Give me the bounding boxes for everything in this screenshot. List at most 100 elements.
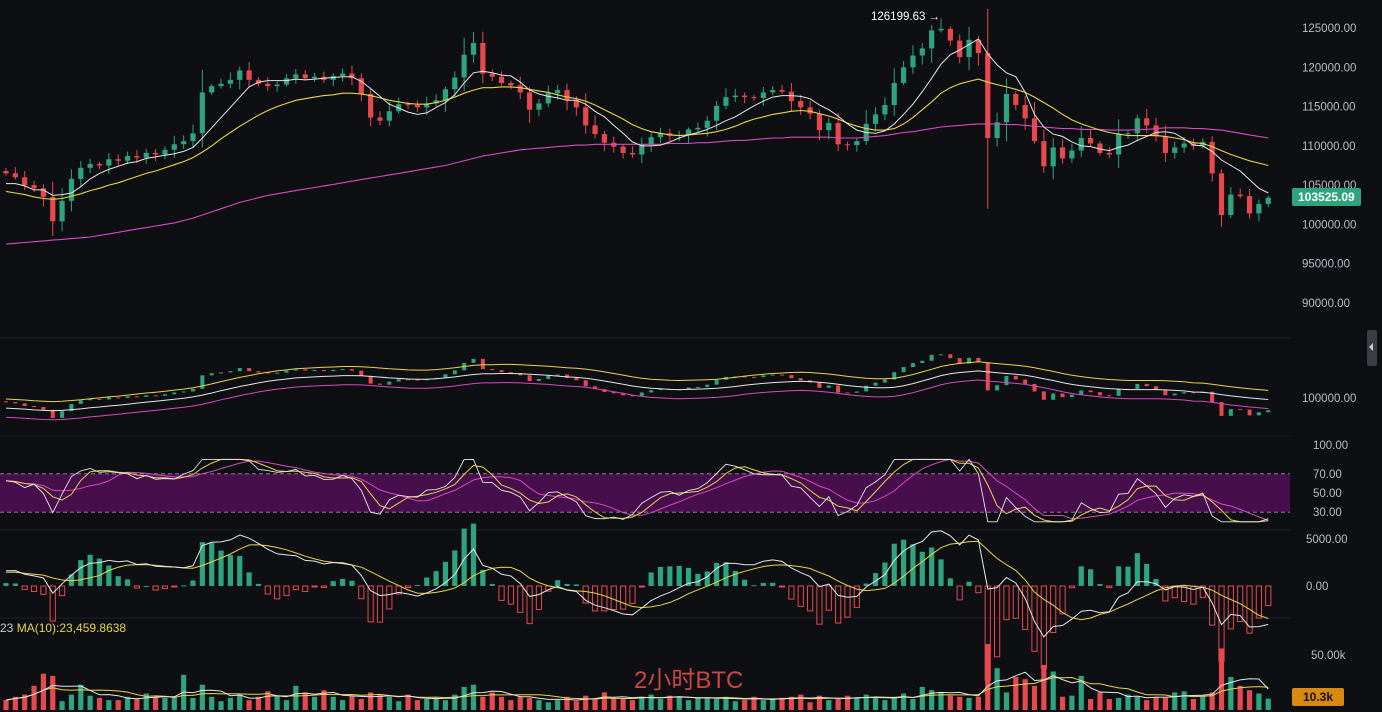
macd-histogram-bar [704,571,710,586]
macd-histogram-bar [1227,585,1234,630]
volume-ma10-value: MA(10):23,459.8638 [16,621,127,635]
candle-body [947,28,953,41]
macd-histogram-bar [489,583,495,586]
candle-body [218,83,224,87]
indicator-candle [387,381,392,385]
macd-histogram-bar [676,565,682,586]
macd-histogram-bar [910,544,916,586]
candle-body [994,122,1000,138]
volume-bar [536,700,542,710]
candle-body [527,92,533,110]
macd-histogram-bar [797,585,804,607]
volume-bar [601,692,607,710]
macd-histogram-bar [320,585,327,588]
volume-bar [788,696,794,710]
indicator-candle [480,358,485,370]
candle-body [59,200,65,222]
indicator-candle [219,372,224,374]
candle-body [237,70,243,80]
macd-histogram-bar [555,580,561,586]
candle-body [1134,118,1140,134]
volume-bar [1256,693,1262,710]
indicator-candle [630,395,635,397]
volume-bar [901,693,907,710]
macd-histogram-bar [143,585,149,587]
price-axis-tick: 115000.00 [1302,102,1356,114]
macd-histogram-bar [190,580,196,586]
volume-bar [349,695,355,710]
volume-bar [592,699,598,710]
indicator-candle [106,397,111,400]
indicator-candle [200,375,205,389]
macd-histogram-bar [825,585,832,611]
indicator-candle [22,403,27,406]
candle-body [433,100,439,104]
volume-bar [218,701,224,710]
indicator-candle [752,376,756,378]
volume-bar [770,699,776,710]
indicator-candle [780,374,785,376]
candle-body [1218,173,1225,215]
volume-bar [1022,679,1028,710]
candle-body [742,95,748,98]
volume-bar [826,700,832,710]
rsi-band [0,473,1290,513]
indicator-candle [191,388,195,392]
indicator-candle [695,387,700,389]
candle-body [826,123,832,131]
candle-body [1237,194,1243,197]
volume-bar [910,699,916,710]
candle-body [283,78,290,85]
volume-bar [835,699,841,710]
volume-bar [872,697,879,710]
macd-dea-line [5,540,1269,621]
macd-histogram-bar [891,543,897,586]
candle-body [901,67,907,83]
indicator-candle [611,391,616,394]
indicator-candle [555,374,560,376]
volume-bar [31,685,37,710]
indicator-candle [1247,409,1252,416]
candle-body [1031,118,1038,142]
candle-body [770,90,776,93]
volume-bar [1106,699,1112,710]
indicator-candle [649,390,654,393]
macd-histogram-bar [255,583,262,586]
rsi-axis-tick: 100.00 [1313,440,1348,452]
indicator-candle [1228,409,1233,416]
macd-histogram-bar [49,585,56,622]
macd-histogram-bar [209,543,215,586]
candle-body [1162,136,1168,153]
volume-bar [985,644,991,710]
candle-body [246,70,252,80]
indicator-candle [162,394,167,396]
macd-histogram-bar [938,559,944,586]
candle-body [12,173,18,178]
indicator-candle [1210,391,1215,403]
macd-histogram-bar [1059,585,1066,615]
candle-body [311,76,318,79]
indicator-candle [293,369,298,371]
candle-body [1265,197,1271,204]
candle-body [891,83,897,105]
macd-histogram-bar [133,585,141,589]
candle-body [442,89,449,101]
candle-body [414,105,420,108]
macd-histogram-bar [106,565,112,586]
volume-bar [685,700,692,710]
collapse-panel-handle[interactable] [1367,330,1377,366]
macd-histogram-bar [956,585,963,601]
volume-bar [994,668,1000,710]
volume-bar [508,700,514,710]
candle-body [844,144,851,146]
candle-body [564,90,570,101]
candle-body [723,97,729,106]
candle-body [1013,94,1019,105]
macd-histogram-bar [714,562,720,586]
macd-histogram-bar [171,585,178,588]
volume-bar [265,691,271,710]
indicator-candle [265,372,270,374]
candle-body [190,133,196,142]
